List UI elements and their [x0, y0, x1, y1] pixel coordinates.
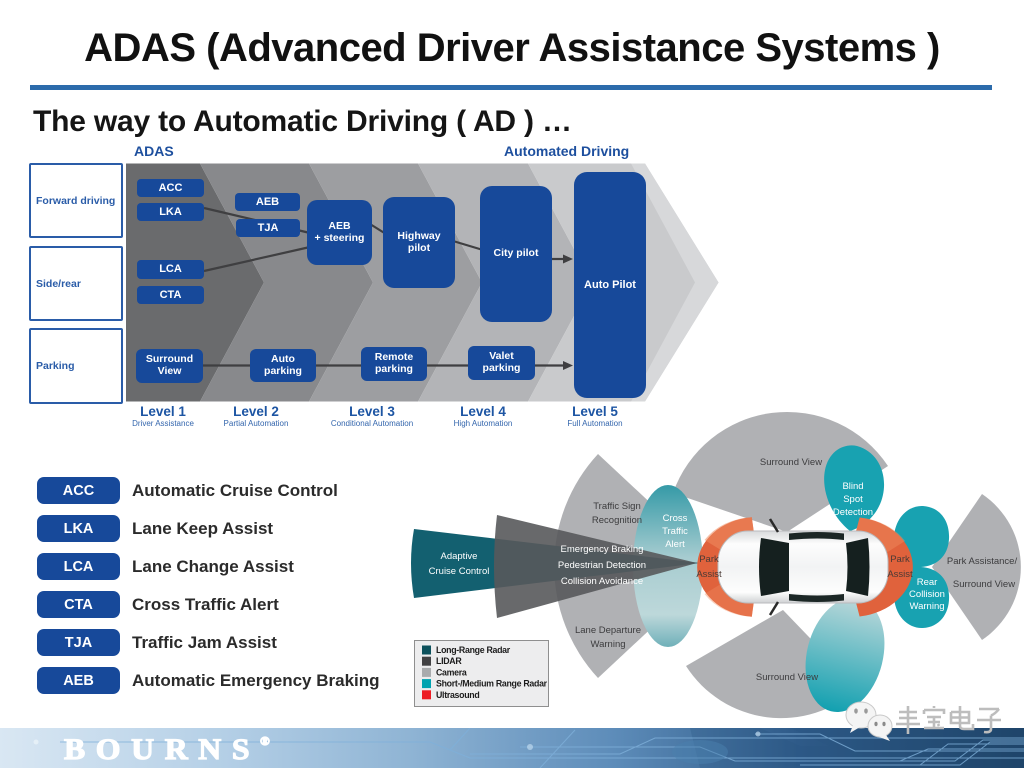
svg-text:Long-Range Radar: Long-Range Radar [436, 645, 511, 655]
svg-text:Park: Park [699, 554, 719, 565]
svg-text:Assist: Assist [696, 569, 722, 580]
svg-text:Collision: Collision [909, 589, 945, 600]
svg-text:Spot: Spot [843, 494, 863, 505]
svg-text:Cruise Control: Cruise Control [429, 566, 490, 577]
svg-text:Park Assistance/: Park Assistance/ [947, 556, 1018, 567]
svg-text:Collision Avoidance: Collision Avoidance [561, 576, 643, 587]
svg-text:Camera: Camera [436, 667, 467, 677]
svg-text:Pedestrian Detection: Pedestrian Detection [558, 560, 646, 571]
svg-text:Rear: Rear [917, 577, 938, 588]
svg-text:Warning: Warning [590, 639, 625, 650]
svg-text:Warning: Warning [909, 601, 944, 612]
svg-text:Ultrasound: Ultrasound [436, 690, 479, 700]
svg-text:Detection: Detection [833, 507, 873, 518]
svg-text:Traffic: Traffic [662, 526, 688, 537]
svg-text:Adaptive: Adaptive [441, 551, 478, 562]
svg-text:Surround View: Surround View [953, 579, 1015, 590]
svg-text:Recognition: Recognition [592, 515, 642, 526]
svg-text:Emergency Braking: Emergency Braking [561, 544, 644, 555]
svg-text:Assist: Assist [887, 569, 913, 580]
svg-text:Cross: Cross [663, 513, 688, 524]
svg-text:LIDAR: LIDAR [436, 656, 462, 666]
svg-text:Traffic Sign: Traffic Sign [593, 501, 641, 512]
svg-text:Short-/Medium Range Radar: Short-/Medium Range Radar [436, 679, 548, 689]
svg-text:Blind: Blind [842, 481, 863, 492]
svg-text:Surround View: Surround View [756, 672, 818, 683]
svg-text:Surround View: Surround View [760, 457, 822, 468]
svg-text:Lane Departure: Lane Departure [575, 625, 641, 636]
svg-text:Park: Park [890, 554, 910, 565]
svg-text:Alert: Alert [665, 539, 685, 550]
